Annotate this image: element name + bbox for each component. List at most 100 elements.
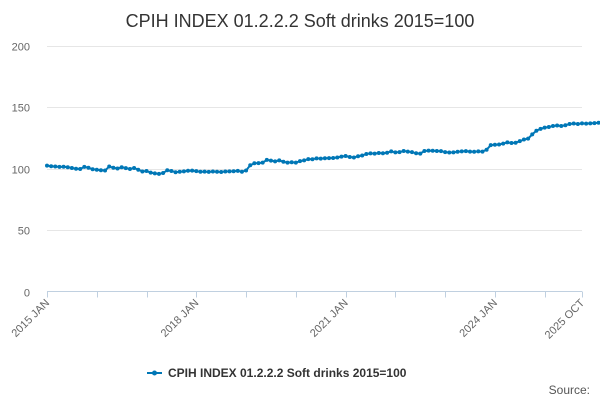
data-point[interactable] bbox=[148, 170, 153, 175]
data-point[interactable] bbox=[438, 149, 443, 154]
data-point[interactable] bbox=[426, 148, 431, 153]
data-point[interactable] bbox=[136, 167, 141, 172]
data-point[interactable] bbox=[550, 124, 555, 129]
data-point[interactable] bbox=[580, 121, 584, 126]
data-point[interactable] bbox=[107, 164, 112, 169]
data-point[interactable] bbox=[111, 165, 116, 170]
data-point[interactable] bbox=[563, 123, 568, 128]
data-point[interactable] bbox=[575, 121, 580, 126]
data-point[interactable] bbox=[65, 165, 70, 170]
data-point[interactable] bbox=[264, 157, 269, 162]
legend[interactable]: CPIH INDEX 01.2.2.2 Soft drinks 2015=100 bbox=[147, 366, 407, 380]
data-point[interactable] bbox=[497, 142, 502, 147]
data-point[interactable] bbox=[422, 148, 427, 153]
data-point[interactable] bbox=[318, 156, 323, 161]
data-point[interactable] bbox=[584, 121, 589, 126]
data-point[interactable] bbox=[331, 155, 336, 160]
data-point[interactable] bbox=[173, 170, 178, 175]
data-point[interactable] bbox=[61, 164, 66, 169]
data-point[interactable] bbox=[314, 156, 319, 161]
data-point[interactable] bbox=[297, 159, 302, 164]
data-point[interactable] bbox=[181, 169, 186, 174]
data-point[interactable] bbox=[418, 151, 423, 156]
data-point[interactable] bbox=[430, 148, 435, 153]
data-point[interactable] bbox=[351, 155, 356, 160]
data-point[interactable] bbox=[244, 168, 249, 173]
data-point[interactable] bbox=[472, 149, 477, 154]
data-point[interactable] bbox=[571, 121, 576, 126]
data-point[interactable] bbox=[339, 154, 344, 159]
data-point[interactable] bbox=[49, 164, 54, 169]
data-point[interactable] bbox=[57, 164, 62, 169]
data-point[interactable] bbox=[140, 169, 145, 174]
data-point[interactable] bbox=[488, 143, 493, 148]
data-point[interactable] bbox=[268, 158, 273, 163]
data-point[interactable] bbox=[82, 164, 87, 169]
data-point[interactable] bbox=[343, 153, 348, 158]
data-point[interactable] bbox=[542, 125, 547, 130]
data-point[interactable] bbox=[190, 168, 195, 173]
data-point[interactable] bbox=[596, 120, 600, 125]
data-point[interactable] bbox=[476, 149, 481, 154]
data-point[interactable] bbox=[98, 168, 103, 173]
data-point[interactable] bbox=[492, 142, 497, 147]
data-point[interactable] bbox=[123, 166, 128, 171]
data-point[interactable] bbox=[592, 121, 597, 126]
data-point[interactable] bbox=[90, 167, 95, 172]
data-point[interactable] bbox=[376, 151, 381, 156]
data-point[interactable] bbox=[289, 160, 294, 165]
data-point[interactable] bbox=[347, 154, 352, 159]
data-point[interactable] bbox=[368, 151, 373, 156]
data-point[interactable] bbox=[194, 169, 199, 174]
data-point[interactable] bbox=[227, 169, 232, 174]
data-point[interactable] bbox=[380, 151, 385, 156]
data-point[interactable] bbox=[177, 169, 182, 174]
data-point[interactable] bbox=[459, 149, 464, 154]
data-point[interactable] bbox=[198, 169, 203, 174]
data-point[interactable] bbox=[364, 152, 369, 157]
data-point[interactable] bbox=[219, 169, 224, 174]
data-point[interactable] bbox=[277, 158, 282, 163]
data-point[interactable] bbox=[119, 165, 124, 170]
data-point[interactable] bbox=[567, 121, 572, 126]
data-point[interactable] bbox=[372, 151, 377, 156]
data-point[interactable] bbox=[281, 159, 286, 164]
data-point[interactable] bbox=[538, 126, 543, 131]
data-point[interactable] bbox=[546, 125, 551, 130]
data-point[interactable] bbox=[335, 155, 340, 160]
data-point[interactable] bbox=[302, 158, 307, 163]
data-point[interactable] bbox=[509, 140, 514, 145]
data-point[interactable] bbox=[132, 166, 137, 171]
data-point[interactable] bbox=[385, 150, 390, 155]
data-point[interactable] bbox=[322, 156, 327, 161]
data-point[interactable] bbox=[434, 148, 439, 153]
data-point[interactable] bbox=[513, 140, 518, 145]
data-point[interactable] bbox=[152, 171, 157, 176]
data-point[interactable] bbox=[53, 164, 58, 169]
data-point[interactable] bbox=[293, 160, 298, 165]
data-point[interactable] bbox=[443, 150, 448, 155]
data-point[interactable] bbox=[285, 160, 290, 165]
data-point[interactable] bbox=[447, 150, 452, 155]
data-point[interactable] bbox=[451, 150, 456, 155]
data-point[interactable] bbox=[235, 168, 240, 173]
data-point[interactable] bbox=[127, 167, 132, 171]
data-point[interactable] bbox=[555, 123, 560, 128]
data-point[interactable] bbox=[310, 157, 315, 162]
data-point[interactable] bbox=[45, 163, 49, 168]
data-point[interactable] bbox=[393, 150, 398, 155]
data-point[interactable] bbox=[360, 153, 365, 158]
data-point[interactable] bbox=[239, 169, 244, 174]
data-point[interactable] bbox=[559, 124, 564, 129]
data-point[interactable] bbox=[530, 132, 535, 137]
data-point[interactable] bbox=[273, 159, 278, 164]
data-point[interactable] bbox=[210, 169, 215, 174]
data-point[interactable] bbox=[517, 139, 522, 144]
data-point[interactable] bbox=[468, 149, 473, 154]
data-point[interactable] bbox=[186, 168, 191, 173]
data-point[interactable] bbox=[505, 140, 510, 145]
data-point[interactable] bbox=[223, 169, 228, 174]
data-point[interactable] bbox=[103, 168, 108, 173]
data-point[interactable] bbox=[409, 150, 414, 155]
data-point[interactable] bbox=[86, 165, 91, 170]
